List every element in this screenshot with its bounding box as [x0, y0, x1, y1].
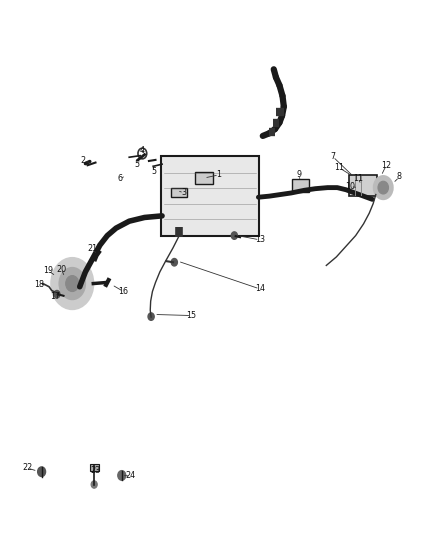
- Text: 6: 6: [117, 174, 122, 183]
- Text: 15: 15: [186, 311, 197, 320]
- Text: 22: 22: [22, 464, 32, 472]
- Circle shape: [374, 176, 393, 199]
- Text: 17: 17: [49, 293, 60, 301]
- FancyBboxPatch shape: [161, 156, 259, 236]
- Text: 13: 13: [255, 236, 265, 244]
- Circle shape: [66, 276, 79, 292]
- Circle shape: [148, 313, 154, 320]
- Circle shape: [171, 259, 177, 266]
- Text: 2: 2: [81, 157, 86, 165]
- Text: 1: 1: [216, 171, 222, 179]
- Text: 20: 20: [56, 265, 67, 273]
- Text: 4: 4: [140, 146, 145, 155]
- Text: 18: 18: [35, 280, 44, 288]
- Text: 16: 16: [119, 287, 128, 296]
- FancyBboxPatch shape: [171, 188, 187, 197]
- FancyBboxPatch shape: [292, 179, 309, 192]
- Circle shape: [38, 467, 46, 477]
- FancyBboxPatch shape: [195, 172, 213, 184]
- Circle shape: [59, 268, 85, 300]
- Circle shape: [51, 258, 93, 309]
- Circle shape: [378, 181, 389, 194]
- Text: 21: 21: [88, 245, 98, 253]
- Text: 19: 19: [43, 266, 53, 275]
- Text: 7: 7: [330, 152, 336, 161]
- Text: 5: 5: [152, 167, 157, 176]
- Text: 10: 10: [346, 182, 355, 191]
- Text: 12: 12: [381, 161, 392, 169]
- Text: 23: 23: [90, 466, 101, 474]
- Text: 11: 11: [353, 174, 363, 183]
- Circle shape: [54, 290, 60, 298]
- Text: 14: 14: [255, 285, 265, 293]
- Circle shape: [231, 232, 237, 239]
- Text: 5: 5: [134, 160, 139, 168]
- FancyBboxPatch shape: [90, 464, 99, 471]
- Text: 24: 24: [125, 472, 136, 480]
- Text: 8: 8: [397, 173, 402, 181]
- Text: 11: 11: [335, 164, 344, 172]
- FancyBboxPatch shape: [349, 175, 377, 196]
- Circle shape: [91, 481, 97, 488]
- Circle shape: [118, 471, 126, 480]
- Text: 9: 9: [296, 171, 301, 179]
- Text: 3: 3: [181, 189, 187, 197]
